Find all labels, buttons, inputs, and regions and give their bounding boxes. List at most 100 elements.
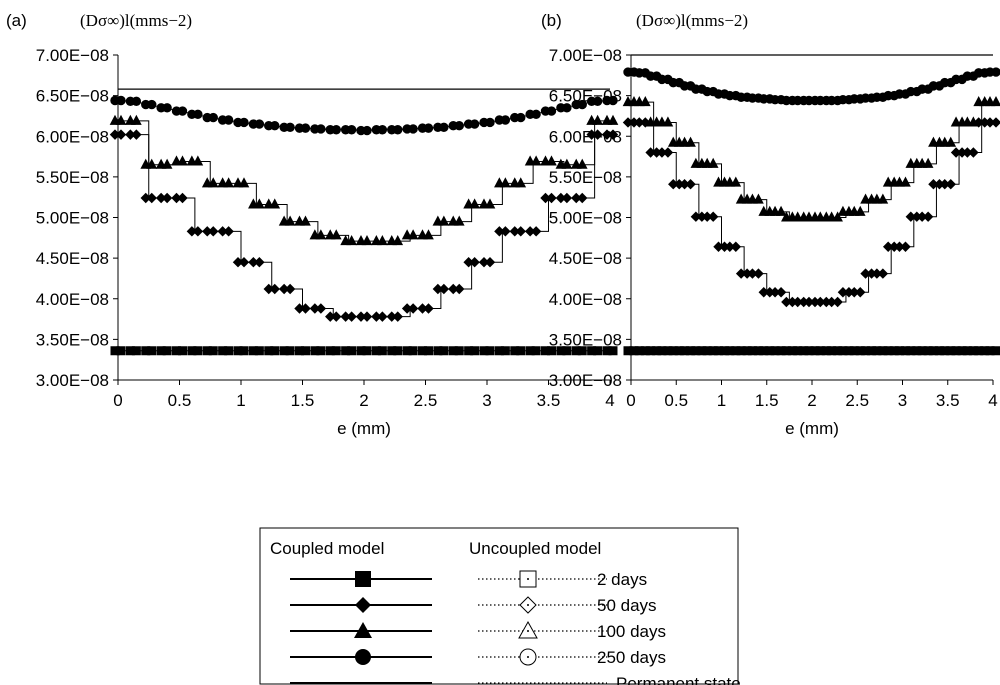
data-point <box>515 177 527 188</box>
series-line <box>631 121 993 303</box>
data-point <box>178 346 187 356</box>
y-tick-label: 7.00E−08 <box>36 46 109 65</box>
data-point <box>500 226 511 237</box>
data-point <box>162 103 172 113</box>
data-point <box>607 129 619 140</box>
y-tick-label: 5.00E−08 <box>549 209 622 228</box>
series-100-days <box>622 96 1000 222</box>
data-point <box>116 346 126 356</box>
x-tick-label: 2 <box>807 391 816 410</box>
x-tick-label: 2 <box>359 391 368 410</box>
data-point <box>561 192 573 204</box>
data-point <box>485 117 495 128</box>
data-point <box>423 123 434 133</box>
data-point <box>515 226 526 237</box>
legend-label: 250 days <box>597 648 666 667</box>
data-point <box>469 119 480 129</box>
data-point <box>147 346 157 356</box>
legend-marker-dot <box>527 630 529 632</box>
data-point <box>730 176 742 187</box>
y-tick-label: 5.00E−08 <box>36 209 109 228</box>
x-axis-label: e (mm) <box>337 419 391 438</box>
data-point <box>484 256 496 268</box>
data-point <box>685 136 696 147</box>
data-point <box>576 158 588 169</box>
legend-marker-filled <box>355 571 371 587</box>
data-point <box>161 192 173 204</box>
data-point <box>991 67 1000 77</box>
data-point <box>592 114 603 125</box>
data-point <box>300 123 311 133</box>
series-line <box>118 120 610 242</box>
data-point <box>485 346 495 356</box>
y-tick-label: 5.50E−08 <box>549 168 622 187</box>
y-tick-label: 3.50E−08 <box>36 330 109 349</box>
data-point <box>546 106 557 116</box>
series-250-days <box>623 67 1000 106</box>
data-point <box>922 211 934 222</box>
legend-marker-dot <box>527 656 529 658</box>
legend-marker-filled <box>354 622 372 638</box>
y-tick-label: 4.00E−08 <box>36 290 109 309</box>
data-point <box>577 192 588 204</box>
data-point <box>454 120 464 131</box>
data-point <box>347 346 357 356</box>
legend-item-permanent-state: Permanent state <box>290 674 741 685</box>
data-point <box>707 157 719 168</box>
y-tick-label: 7.00E−08 <box>549 46 622 65</box>
panel-label: (b) <box>541 11 562 30</box>
data-point <box>300 215 311 226</box>
data-point <box>454 283 465 295</box>
data-point <box>877 268 889 279</box>
data-point <box>361 234 373 246</box>
data-point <box>470 346 480 356</box>
data-point <box>361 311 373 322</box>
data-point <box>945 178 956 190</box>
x-tick-label: 1 <box>236 391 245 410</box>
data-point <box>968 147 979 158</box>
data-point <box>392 234 404 246</box>
legend-item-250-days: 250 days <box>290 648 666 667</box>
y-tick-label: 5.50E−08 <box>36 168 109 187</box>
y-axis-label: (Dσ∞)l(mms−2) <box>636 11 748 30</box>
x-tick-label: 1.5 <box>291 391 315 410</box>
data-point <box>285 346 295 356</box>
data-point <box>453 215 465 226</box>
y-tick-label: 4.50E−08 <box>36 249 109 268</box>
data-point <box>991 346 1000 356</box>
series-line <box>631 101 993 218</box>
data-point <box>315 303 327 314</box>
data-point <box>500 346 510 356</box>
data-point <box>377 125 388 135</box>
data-point <box>546 155 557 166</box>
data-point <box>516 112 526 123</box>
data-point <box>131 96 142 107</box>
x-tick-label: 3 <box>482 391 491 410</box>
data-point <box>377 234 388 246</box>
data-point <box>562 103 572 113</box>
data-point <box>922 157 934 168</box>
data-point <box>285 122 295 133</box>
data-point <box>131 346 141 356</box>
data-point <box>707 211 719 222</box>
data-point <box>438 215 450 226</box>
data-point <box>270 120 280 131</box>
data-point <box>546 192 557 204</box>
data-point <box>530 226 542 237</box>
data-point <box>577 346 587 356</box>
data-point <box>269 198 281 209</box>
data-point <box>330 229 342 240</box>
x-tick-label: 1.5 <box>755 391 779 410</box>
panel-b: (b) (Dσ∞)l(mms−2) 3.00E−08 3.50E−08 4.00E−08… <box>541 11 1000 438</box>
data-point <box>990 117 1000 128</box>
data-point <box>685 178 696 190</box>
data-point <box>854 205 866 216</box>
data-point <box>177 106 188 116</box>
data-point <box>900 241 911 252</box>
data-point <box>346 125 357 135</box>
x-tick-label: 0 <box>113 391 122 410</box>
data-point <box>315 229 327 240</box>
data-point <box>177 155 188 166</box>
data-point <box>270 346 280 356</box>
